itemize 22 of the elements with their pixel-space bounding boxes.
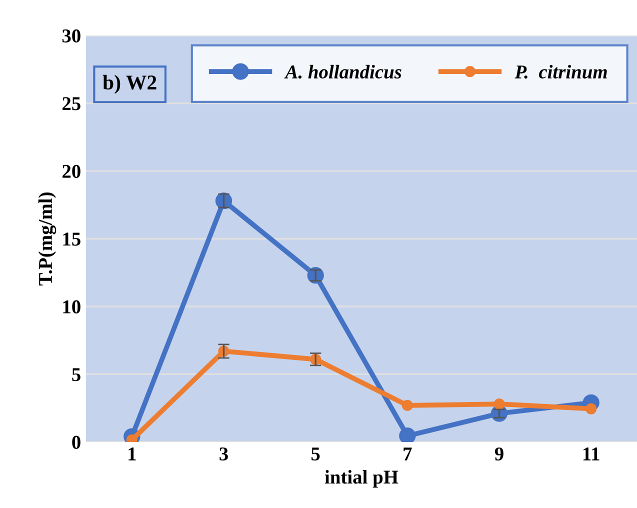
y-tick-label: 25 (62, 97, 80, 110)
point (399, 428, 416, 442)
x-axis-title: intial pH (324, 470, 398, 488)
legend-label: P. citrinum (514, 64, 607, 79)
x-tick-label: 1 (128, 447, 136, 460)
x-tick-label: 3 (220, 447, 228, 461)
x-tick-label: 5 (311, 448, 320, 461)
point (586, 403, 597, 414)
y-tick-label: 10 (63, 300, 80, 314)
y-axis-title: T.P(mg/ml) (38, 192, 56, 286)
y-tick-label: 5 (72, 368, 80, 382)
x-tick-label: 9 (494, 447, 504, 461)
annotation: b) W2 (102, 74, 156, 94)
x-tick-label: 7 (404, 448, 412, 460)
point (494, 398, 505, 410)
point (402, 400, 413, 411)
y-tick-label: 15 (63, 232, 80, 246)
x-tick-label: 11 (583, 447, 600, 460)
legend-label: A. hollandicus (284, 64, 402, 79)
y-tick-label: 20 (62, 164, 80, 178)
y-tick-label: 30 (62, 29, 80, 42)
y-tick-label: 0 (72, 436, 80, 449)
